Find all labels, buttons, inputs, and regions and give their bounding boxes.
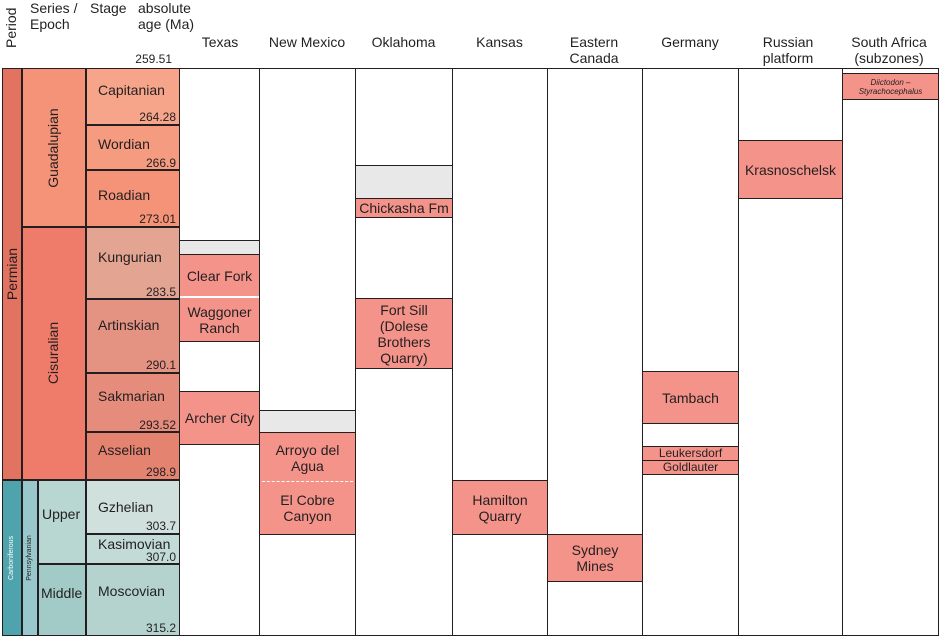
stage-kungurian-label: Kungurian	[98, 249, 162, 265]
header-russian-platform: Russian platform	[738, 34, 838, 66]
locality-goldlauter-label: Goldlauter	[662, 460, 719, 474]
locality-hamilton-quarry-label: Hamilton Quarry	[472, 491, 528, 524]
locality-sydney-mines-label: Sydney Mines	[571, 542, 619, 574]
stage-artinskian	[86, 299, 180, 373]
header-stage: Stage	[90, 0, 127, 16]
epoch-cisuralian	[22, 227, 86, 480]
new-mexico-gap	[260, 410, 355, 432]
locality-arroyo-del-agua: Arroyo del Agua	[259, 432, 356, 482]
stage-roadian-age: 273.01	[139, 212, 176, 226]
header-age: absolute age (Ma)	[138, 0, 198, 32]
subepoch-middle	[38, 564, 86, 636]
locality-archer-city: Archer City	[179, 391, 260, 445]
stage-sakmarian-age: 293.52	[139, 418, 176, 432]
locality-archer-city-label: Archer City	[184, 410, 255, 426]
stage-capitanian-label: Capitanian	[98, 82, 165, 98]
period-permian	[2, 68, 22, 480]
period-carboniferous-label: Carboniferous	[8, 536, 15, 580]
locality-sydney-mines: Sydney Mines	[547, 534, 643, 582]
locality-waggoner-ranch: Waggoner Ranch	[179, 298, 260, 342]
locality-waggoner-ranch-label: Waggoner Ranch	[187, 303, 252, 336]
epoch-cisuralian-label: Cisuralian	[45, 321, 61, 385]
locality-krasnoschelsk: Krasnoschelsk	[738, 140, 843, 199]
subepoch-upper	[38, 480, 86, 564]
column-germany	[642, 68, 739, 636]
header-south-africa: South Africa (subzones)	[838, 34, 940, 66]
epoch-pennsylvanian	[22, 480, 38, 636]
stage-asselian-label: Asselian	[98, 442, 151, 458]
period-carboniferous	[2, 480, 22, 636]
stage-sakmarian-label: Sakmarian	[98, 388, 165, 404]
column-kansas	[452, 68, 548, 636]
locality-el-cobre-canyon-label: El Cobre Canyon	[280, 492, 335, 524]
stage-moscovian-age: 315.2	[145, 621, 176, 635]
column-south-africa	[842, 68, 939, 636]
header-texas: Texas	[201, 34, 239, 50]
stage-roadian	[86, 170, 180, 227]
header-series: Series / Epoch	[30, 0, 90, 32]
header-kansas: Kansas	[476, 34, 523, 50]
locality-krasnoschelsk-label: Krasnoschelsk	[744, 161, 837, 178]
stage-wordian-label: Wordian	[98, 136, 150, 152]
period-permian-label: Permian	[4, 247, 20, 301]
epoch-guadalupian-label: Guadalupian	[45, 108, 61, 188]
locality-clear-fork-label: Clear Fork	[186, 267, 253, 284]
stage-artinskian-label: Artinskian	[98, 317, 160, 333]
locality-fort-sill-label: Fort Sill (Dolese Brothers Quarry)	[377, 301, 431, 366]
stage-artinskian-age: 290.1	[145, 358, 176, 372]
stage-asselian-age: 298.9	[145, 465, 176, 479]
stage-kungurian	[86, 227, 180, 299]
column-texas	[179, 68, 260, 636]
stage-moscovian	[86, 564, 180, 636]
stage-roadian-label: Roadian	[98, 187, 151, 203]
header-germany: Germany	[661, 34, 719, 50]
header-south-africa-text: South Africa (subzones)	[851, 34, 927, 66]
locality-fort-sill: Fort Sill (Dolese Brothers Quarry)	[355, 298, 453, 369]
subepoch-upper-label: Upper	[42, 506, 81, 522]
locality-chickasha-fm: Chickasha Fm	[355, 198, 453, 218]
locality-arroyo-del-agua-label: Arroyo del Agua	[275, 441, 340, 474]
locality-clear-fork: Clear Fork	[179, 254, 260, 296]
locality-leukersdorf: Leukersdorf	[642, 446, 739, 461]
oklahoma-gap	[356, 165, 452, 199]
header-eastern-canada: Eastern Canada	[546, 34, 642, 66]
stage-gzhelian	[86, 480, 180, 534]
header-new-mexico: New Mexico	[268, 34, 346, 50]
locality-leukersdorf-label: Leukersdorf	[658, 446, 723, 460]
header-period: Period	[3, 7, 19, 48]
header-russian-platform-text: Russian platform	[762, 34, 814, 66]
epoch-pennsylvanian-label: Pennsylvanian	[26, 535, 33, 581]
stage-wordian	[86, 125, 180, 170]
stage-wordian-age: 266.9	[145, 156, 176, 170]
stage-moscovian-label: Moscovian	[98, 583, 165, 599]
locality-el-cobre-canyon: El Cobre Canyon	[259, 482, 356, 535]
header-top-age: 259.51	[135, 52, 172, 66]
stage-gzhelian-label: Gzhelian	[98, 499, 154, 515]
stage-sakmarian	[86, 373, 180, 432]
header-eastern-canada-text: Eastern Canada	[569, 34, 619, 66]
locality-chickasha-fm-label: Chickasha Fm	[359, 200, 449, 216]
epoch-guadalupian	[22, 68, 86, 227]
header-oklahoma: Oklahoma	[371, 34, 436, 50]
locality-hamilton-quarry: Hamilton Quarry	[452, 480, 548, 535]
locality-tambach: Tambach	[642, 371, 739, 424]
locality-tambach-label: Tambach	[662, 389, 719, 406]
texas-gap	[180, 240, 259, 255]
new-mexico-dashed-divider	[262, 481, 353, 482]
stage-gzhelian-age: 303.7	[145, 519, 176, 533]
stage-kasimovian-age: 307.0	[145, 550, 176, 564]
subepoch-middle-label: Middle	[41, 585, 83, 601]
stage-capitanian	[86, 68, 180, 125]
header-age-text: absolute age (Ma)	[138, 0, 195, 32]
locality-goldlauter: Goldlauter	[642, 460, 739, 475]
column-new-mexico	[259, 68, 356, 636]
header-series-text: Series / Epoch	[30, 0, 78, 32]
stage-kasimovian-label: Kasimovian	[98, 536, 171, 552]
stage-kungurian-age: 283.5	[145, 285, 176, 299]
locality-diictodon-styracocephalus: Diictodon – Styrachocephalus	[842, 73, 939, 100]
stage-asselian	[86, 432, 180, 480]
locality-diictodon-styracocephalus-label: Diictodon – Styrachocephalus	[858, 77, 923, 96]
stage-capitanian-age: 264.28	[139, 110, 176, 124]
